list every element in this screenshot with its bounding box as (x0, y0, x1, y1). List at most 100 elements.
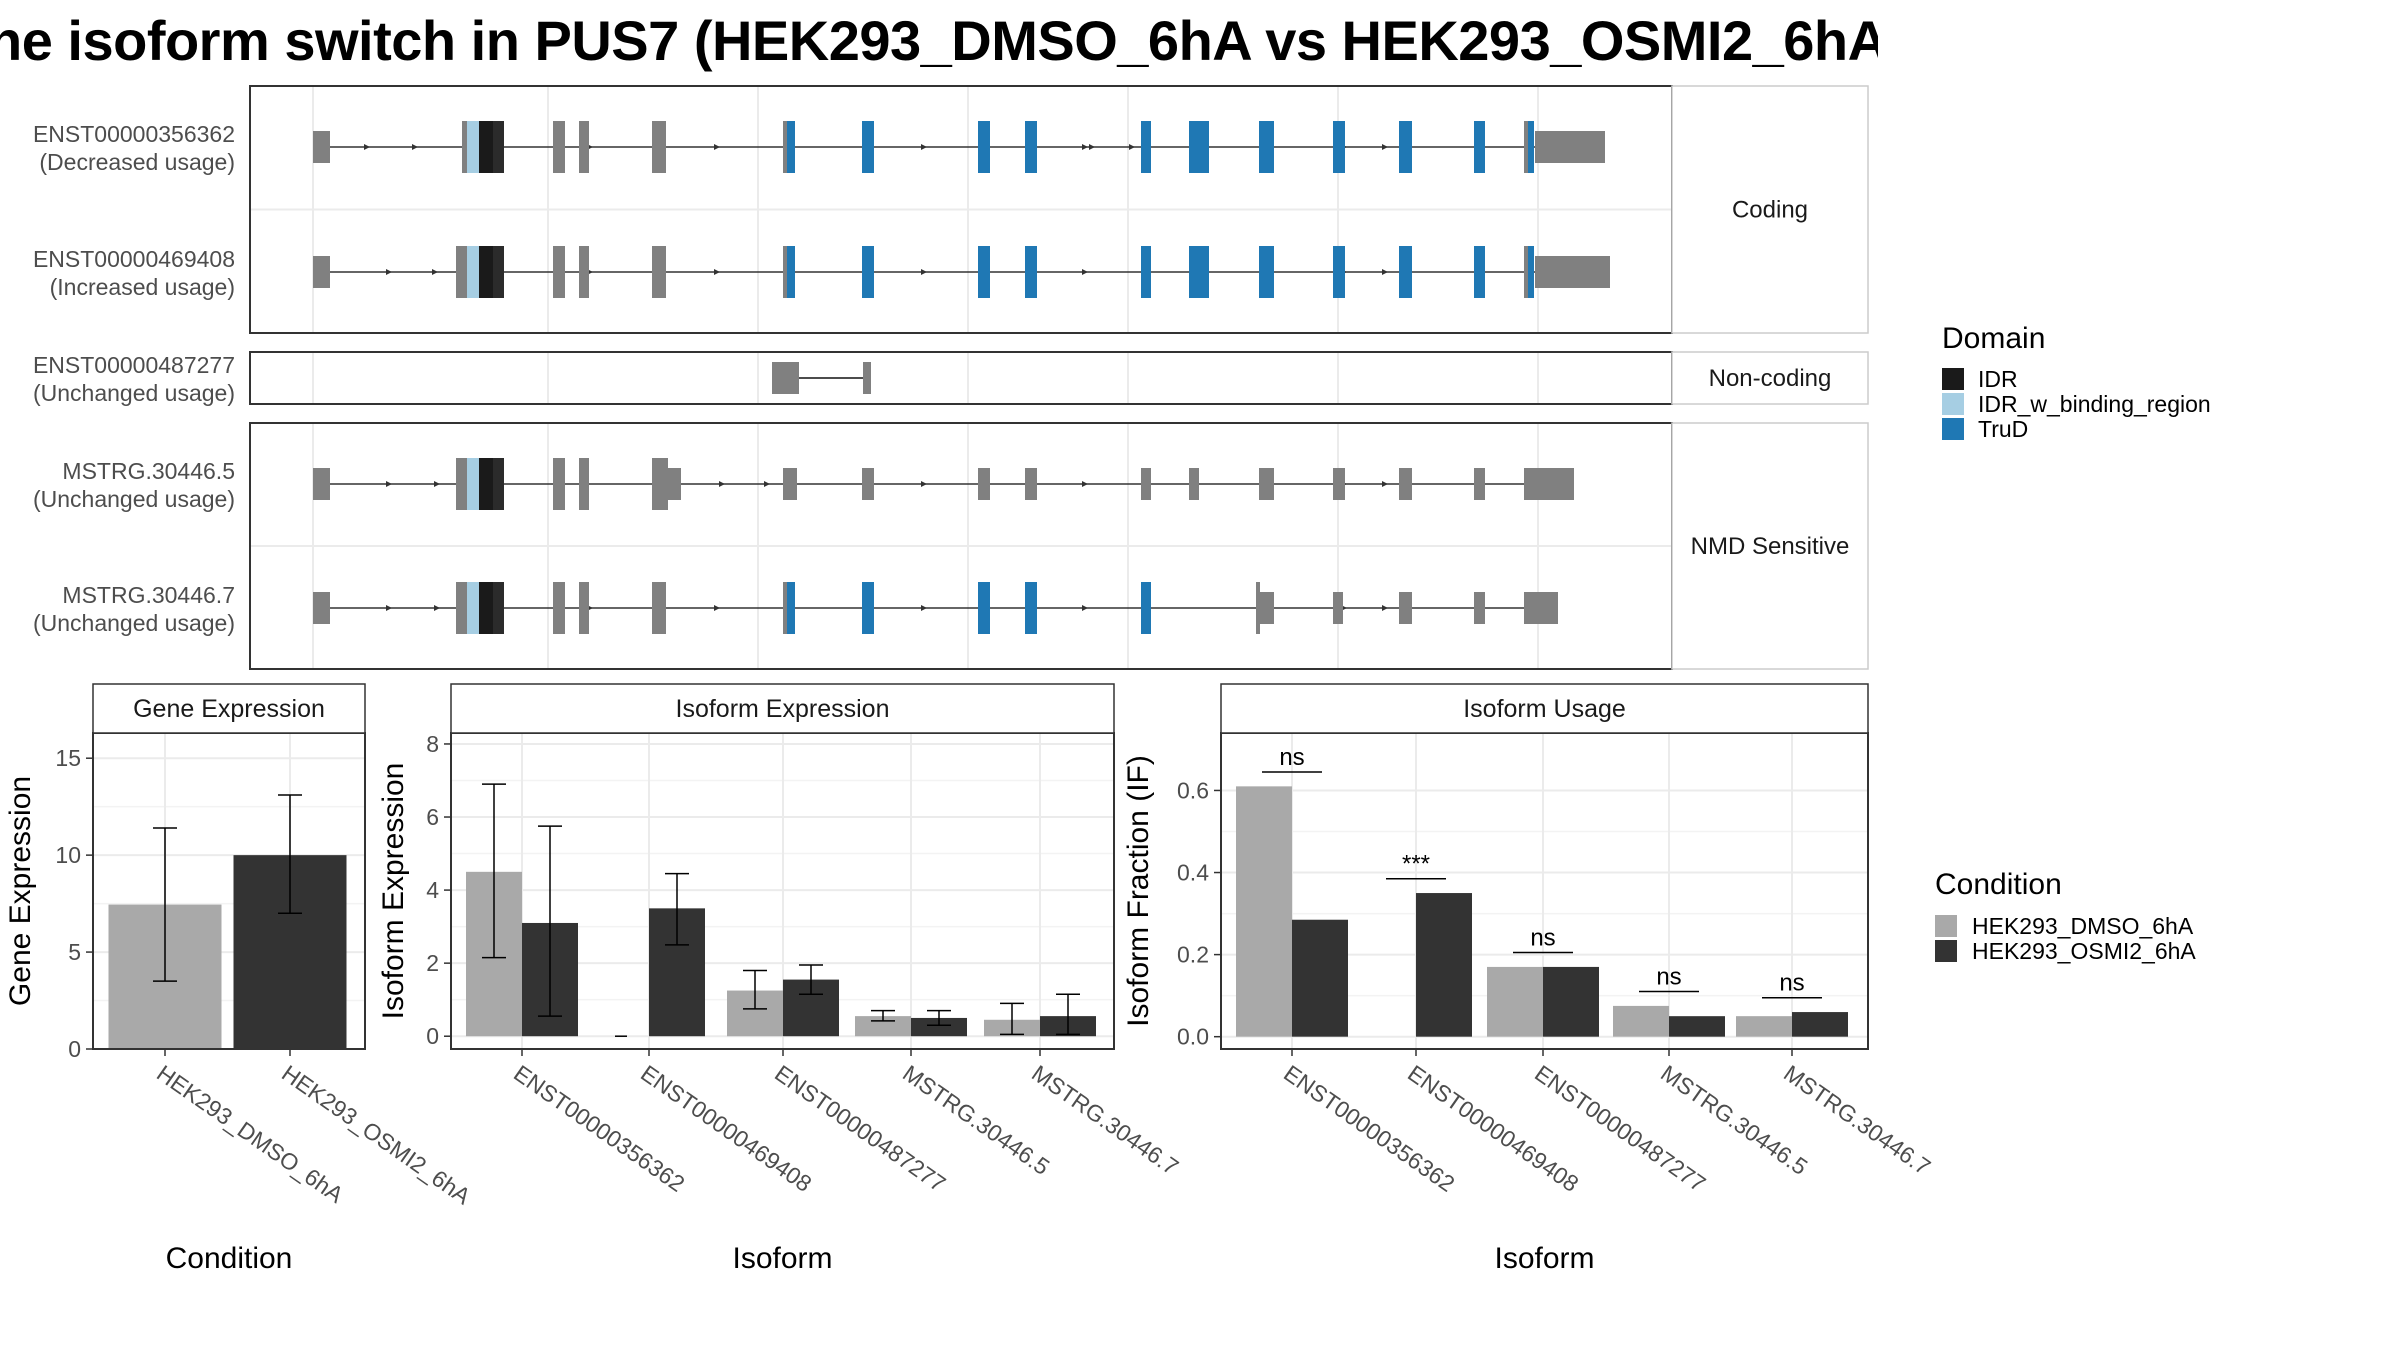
domain-trud (1474, 121, 1485, 173)
facet-strip-label: Coding (1732, 197, 1808, 224)
exon (978, 468, 990, 500)
exon (863, 362, 871, 394)
condition-legend-label: HEK293_OSMI2_6hA (1972, 938, 2196, 964)
y-axis-title: Isoform Fraction (IF) (1122, 755, 1155, 1027)
intron-arrow (412, 144, 418, 150)
bar (1236, 786, 1292, 1037)
intron-arrow (1129, 144, 1135, 150)
domain-trud (978, 582, 990, 634)
intron-arrow (1082, 144, 1088, 150)
y-tick-label: 6 (426, 804, 439, 830)
intron-arrow (386, 605, 392, 611)
exon-edge (783, 582, 787, 634)
bar (1736, 1016, 1792, 1037)
x-axis-title: Condition (166, 1242, 293, 1275)
domain-trud (978, 246, 990, 298)
intron-arrow (1089, 144, 1095, 150)
domain-trud (1141, 246, 1151, 298)
transcript-usage-label: (Decreased usage) (39, 149, 235, 175)
domain-trud (1025, 246, 1037, 298)
panel-strip-label: Gene Expression (133, 695, 325, 723)
bar (1292, 919, 1348, 1037)
exon (1260, 592, 1274, 624)
structure-facet: MSTRG.30446.5(Unchanged usage)MSTRG.3044… (33, 422, 1869, 670)
y-tick-label: 15 (55, 745, 81, 771)
exon (553, 582, 565, 634)
intron-arrow (719, 481, 725, 487)
exon (1399, 592, 1412, 624)
domain-idr (493, 121, 504, 173)
domain-idr (467, 121, 479, 173)
domain-idr (493, 246, 504, 298)
transcript-id-label: ENST00000487277 (33, 352, 235, 378)
transcript-id-label: MSTRG.30446.5 (62, 458, 235, 484)
y-tick-label: 0 (68, 1036, 81, 1062)
exon (652, 458, 668, 510)
intron-arrow (1382, 605, 1388, 611)
exon (1535, 256, 1610, 288)
exon (783, 468, 797, 500)
exon (1474, 468, 1485, 500)
x-axis-title: Isoform (1494, 1242, 1594, 1275)
figure-title-text: he isoform switch in PUS7 (HEK293_DMSO_6… (0, 9, 1878, 72)
y-tick-label: 2 (426, 950, 439, 976)
facet-strip (1671, 351, 1869, 405)
exon-edge (1524, 121, 1528, 173)
bar (1792, 1012, 1848, 1037)
exon (1333, 468, 1345, 500)
domain-trud (1025, 582, 1037, 634)
domain-trud (862, 246, 874, 298)
significance-label: ns (1656, 964, 1681, 991)
exon (1524, 592, 1558, 624)
significance-label: ns (1779, 970, 1804, 997)
y-tick-label: 0.4 (1177, 860, 1209, 886)
transcript-usage-label: (Increased usage) (50, 274, 235, 300)
domain-trud (1141, 121, 1151, 173)
exon (456, 582, 467, 634)
bar (1487, 966, 1543, 1037)
domain-trud (1524, 246, 1534, 298)
intron-arrow (386, 481, 392, 487)
figure-title: he isoform switch in PUS7 (HEK293_DMSO_6… (0, 8, 1878, 78)
panel-strip-label: Isoform Expression (676, 695, 890, 723)
intron-arrow (364, 144, 370, 150)
exon (313, 468, 330, 500)
domain-trud (1141, 582, 1151, 634)
panel-strip-label: Isoform Usage (1463, 695, 1626, 723)
exon (1189, 468, 1199, 500)
structure-panel-bg (250, 352, 1672, 404)
intron-arrow (921, 144, 927, 150)
domain-idr (493, 458, 504, 510)
facet-strip-label: Non-coding (1709, 365, 1832, 392)
domain-trud (1474, 246, 1485, 298)
exon (579, 582, 589, 634)
domain-legend-label: TruD (1978, 416, 2028, 442)
domain-idr (479, 458, 493, 510)
domain-trud (1189, 246, 1209, 298)
domain-legend-title: Domain (1942, 322, 2045, 355)
exon (1333, 592, 1343, 624)
transcript-id-label: ENST00000469408 (33, 246, 235, 272)
intron-arrow (1082, 269, 1088, 275)
intron-arrow (921, 269, 927, 275)
y-tick-label: 0.6 (1177, 777, 1209, 803)
exon (1535, 131, 1605, 163)
domain-legend-label: IDR_w_binding_region (1978, 391, 2211, 417)
intron-arrow (434, 605, 440, 611)
exon (652, 582, 666, 634)
exon (579, 458, 589, 510)
domain-trud (1259, 121, 1274, 173)
domain-idr (479, 121, 493, 173)
exon (1025, 468, 1037, 500)
exon (1524, 468, 1574, 500)
domain-legend-key (1942, 418, 1964, 440)
condition-legend-key (1935, 915, 1957, 937)
domain-trud (1259, 246, 1274, 298)
exon (1256, 582, 1260, 634)
structure-facet: ENST00000356362(Decreased usage) ENST0000… (33, 85, 1869, 334)
intron-arrow (434, 481, 440, 487)
bar (1669, 1016, 1725, 1037)
